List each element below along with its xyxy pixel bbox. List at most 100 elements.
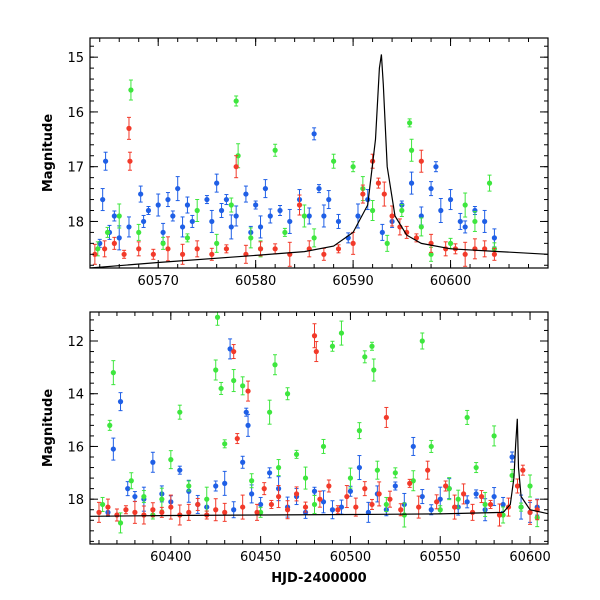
data-point-g <box>527 483 533 489</box>
data-point-o <box>179 224 186 230</box>
data-point-o <box>243 409 249 415</box>
data-point-r <box>150 251 156 257</box>
data-point-g <box>136 229 142 236</box>
data-point-g <box>159 496 165 502</box>
data-point-r <box>302 504 309 510</box>
x-tick-label: 60400 <box>150 550 191 565</box>
top-panel: 60570 60580 60590 60600 15 16 17 18 Magnitude <box>41 37 549 289</box>
data-point-g <box>110 370 116 376</box>
plot-area <box>90 312 548 534</box>
axes-frame <box>89 37 549 269</box>
data-point-r <box>311 333 318 339</box>
data-point-g <box>350 164 356 170</box>
data-point-o <box>277 207 283 214</box>
y-tick-label: 12 <box>67 335 84 350</box>
data-point-r <box>233 164 239 170</box>
y-axis-label: Magnitude <box>41 389 56 468</box>
data-point-g <box>284 391 291 397</box>
data-point-g <box>464 414 470 421</box>
data-point-r <box>222 509 228 515</box>
data-point-r <box>350 240 356 246</box>
data-point-o <box>356 464 363 471</box>
data-point-r <box>105 504 111 510</box>
data-point-g <box>446 486 452 492</box>
data-point-r <box>460 491 467 497</box>
data-point-g <box>374 467 380 473</box>
data-point-o <box>245 422 251 428</box>
data-point-r <box>150 507 156 513</box>
data-point-g <box>231 377 237 384</box>
data-point-g <box>482 501 488 508</box>
data-point-g <box>362 354 368 360</box>
data-point-r <box>223 246 230 252</box>
data-point-o <box>214 180 220 186</box>
data-point-g <box>329 343 336 349</box>
data-point-g <box>518 504 524 510</box>
data-point-g <box>293 451 300 457</box>
data-point-r <box>418 158 424 164</box>
data-point-o <box>379 229 385 236</box>
data-point-r <box>313 348 319 355</box>
data-point-g <box>428 251 434 257</box>
y-tick-label: 16 <box>67 106 84 121</box>
x-tick-label: 60450 <box>240 550 281 565</box>
data-point-o <box>491 235 498 241</box>
data-point-g <box>107 422 113 428</box>
data-point-o <box>126 224 132 230</box>
data-point-o <box>228 224 234 230</box>
data-point-o <box>218 207 225 214</box>
data-point-g <box>428 443 434 450</box>
data-point-o <box>138 191 144 197</box>
data-point-g <box>302 475 309 481</box>
data-point-g <box>338 330 345 336</box>
data-point-r <box>268 501 275 508</box>
data-point-g <box>301 213 307 219</box>
data-point-g <box>218 385 224 392</box>
data-point-o <box>249 491 255 497</box>
data-point-g <box>184 235 191 241</box>
data-point-r <box>362 486 368 492</box>
data-point-o <box>418 213 424 219</box>
y-tick-label: 18 <box>67 493 84 508</box>
data-point-r <box>487 501 494 508</box>
data-point-g <box>95 246 101 252</box>
data-point-g <box>117 520 124 526</box>
y-tick-label: 18 <box>67 215 84 230</box>
data-point-r <box>321 251 327 257</box>
data-point-r <box>353 504 359 510</box>
data-point-o <box>491 493 497 500</box>
data-point-g <box>194 207 200 214</box>
data-point-r <box>496 512 503 518</box>
data-point-o <box>110 446 116 452</box>
model-curve <box>90 54 548 268</box>
data-point-r <box>254 509 260 515</box>
data-point-g <box>267 409 273 415</box>
data-point-o <box>240 459 246 465</box>
data-point-o <box>243 191 249 197</box>
data-point-r <box>383 414 389 421</box>
data-point-o <box>447 196 454 203</box>
data-point-g <box>272 362 278 368</box>
data-point-o <box>257 224 264 230</box>
data-point-o <box>410 443 416 450</box>
x-tick-label: 60500 <box>330 550 371 565</box>
data-point-o <box>509 454 515 460</box>
data-point-r <box>284 507 291 513</box>
data-point-o <box>140 218 147 225</box>
data-point-g <box>369 207 376 214</box>
data-point-r <box>240 504 246 510</box>
data-point-o <box>223 196 230 203</box>
data-point-o <box>457 218 463 225</box>
data-point-g <box>347 475 354 481</box>
data-point-r <box>369 501 375 508</box>
data-point-r <box>231 348 237 355</box>
data-point-g <box>462 202 468 208</box>
data-point-r <box>96 509 102 515</box>
data-point-g <box>419 338 425 344</box>
data-point-g <box>168 457 174 463</box>
data-point-r <box>387 496 393 502</box>
data-point-g <box>401 512 407 518</box>
data-point-o <box>170 213 176 219</box>
data-point-g <box>408 147 415 153</box>
data-point-g <box>407 120 413 126</box>
